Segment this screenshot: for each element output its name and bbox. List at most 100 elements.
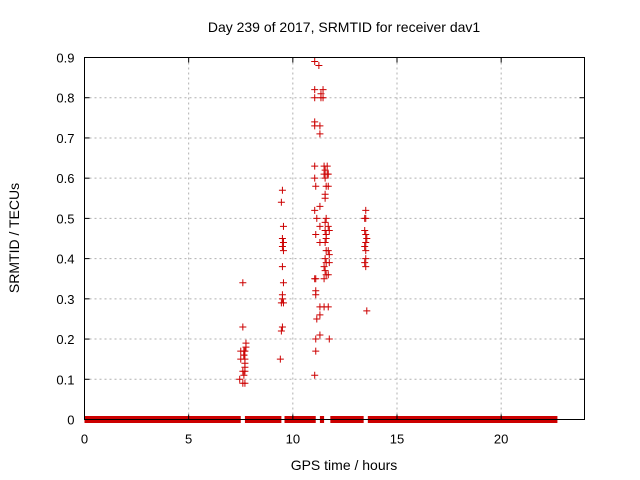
data-point	[323, 162, 331, 170]
data-point	[311, 206, 319, 214]
data-point	[312, 182, 320, 190]
y-tick-label: 0.8	[56, 91, 74, 106]
data-point	[362, 230, 370, 238]
data-point	[236, 375, 244, 383]
data-point	[320, 275, 328, 283]
data-point	[321, 239, 329, 247]
data-point	[312, 291, 320, 299]
data-point	[312, 347, 320, 355]
data-point	[321, 255, 329, 263]
data-point	[315, 62, 323, 70]
y-tick-label: 0.9	[56, 51, 74, 66]
data-point	[324, 182, 332, 190]
data-point	[321, 218, 329, 226]
data-point	[279, 222, 287, 230]
data-point	[362, 247, 370, 255]
data-point	[316, 222, 324, 230]
data-point	[278, 323, 286, 331]
data-point	[311, 371, 319, 379]
data-point	[239, 323, 247, 331]
data-point	[324, 247, 332, 255]
data-point	[277, 327, 285, 335]
data-point	[362, 239, 370, 247]
data-point	[325, 226, 333, 234]
data-point	[325, 259, 333, 267]
y-tick-label: 0	[67, 413, 74, 428]
grid	[84, 57, 585, 420]
data-point	[325, 251, 333, 259]
data-point	[240, 351, 248, 359]
data-point	[278, 235, 286, 242]
data-point	[312, 335, 320, 343]
data-point	[320, 263, 328, 271]
data-point	[321, 174, 329, 182]
y-tick-label: 0.5	[56, 211, 74, 226]
x-tick-label: 15	[390, 432, 404, 447]
data-point	[324, 170, 332, 178]
data-point	[278, 263, 286, 271]
x-tick-label: 5	[185, 432, 192, 447]
y-tick-label: 0.6	[56, 171, 74, 186]
y-tick-label: 0.2	[56, 332, 74, 347]
data-point	[279, 239, 287, 247]
data-point	[362, 263, 370, 271]
data-point	[279, 279, 287, 287]
data-point	[311, 86, 319, 94]
data-point	[362, 206, 370, 214]
data-point	[277, 198, 285, 206]
data-point	[363, 235, 371, 242]
x-axis-label: GPS time / hours	[291, 457, 398, 473]
data-point	[241, 359, 249, 367]
data-point	[241, 347, 249, 355]
plot-frame	[84, 57, 585, 420]
y-tick-label: 0.7	[56, 131, 74, 146]
data-point	[362, 214, 370, 222]
data-point	[362, 255, 370, 263]
data-point	[316, 202, 324, 210]
data-point	[311, 162, 319, 170]
data-point	[361, 226, 369, 234]
data-point	[325, 335, 333, 343]
x-tick-label: 0	[81, 432, 88, 447]
data-point	[322, 214, 330, 222]
data-point	[278, 295, 286, 303]
data-point	[279, 247, 287, 255]
data-point	[278, 186, 286, 194]
data-point	[311, 94, 319, 102]
data-point	[311, 58, 319, 66]
data-point	[278, 243, 286, 251]
data-point	[316, 130, 324, 138]
chart-title: Day 239 of 2017, SRMTID for receiver dav…	[208, 19, 481, 35]
data-point	[313, 315, 321, 323]
data-point	[324, 303, 332, 311]
data-point	[239, 279, 247, 287]
data-point	[319, 86, 327, 94]
data-point	[321, 194, 329, 202]
data-point	[316, 331, 324, 339]
y-tick-label: 0.1	[56, 372, 74, 387]
y-axis-label: SRMTID / TECUs	[6, 183, 22, 293]
data-point	[319, 94, 327, 102]
data-point	[361, 259, 369, 267]
data-point	[324, 222, 332, 230]
data-point	[316, 122, 324, 130]
data-point	[239, 367, 247, 375]
data-point	[324, 271, 332, 279]
data-point	[363, 307, 371, 315]
data-point	[316, 311, 324, 319]
x-tick-label: 20	[494, 432, 508, 447]
axis-ticks: 0 0.1 0.2 0.3 0.4 0.5 0.6 0.7 0.8 0.9 0 5 10 15 20	[56, 51, 585, 447]
data-point	[313, 214, 321, 222]
data-point	[321, 166, 329, 174]
x-tick-label: 10	[286, 432, 300, 447]
y-tick-label: 0.3	[56, 292, 74, 307]
data-point	[322, 235, 330, 242]
data-point	[240, 371, 248, 379]
data-point	[312, 230, 320, 238]
data-point	[361, 243, 369, 251]
data-point	[311, 275, 319, 283]
data-point	[321, 267, 329, 275]
data-point	[242, 343, 250, 351]
data-points	[236, 58, 371, 387]
